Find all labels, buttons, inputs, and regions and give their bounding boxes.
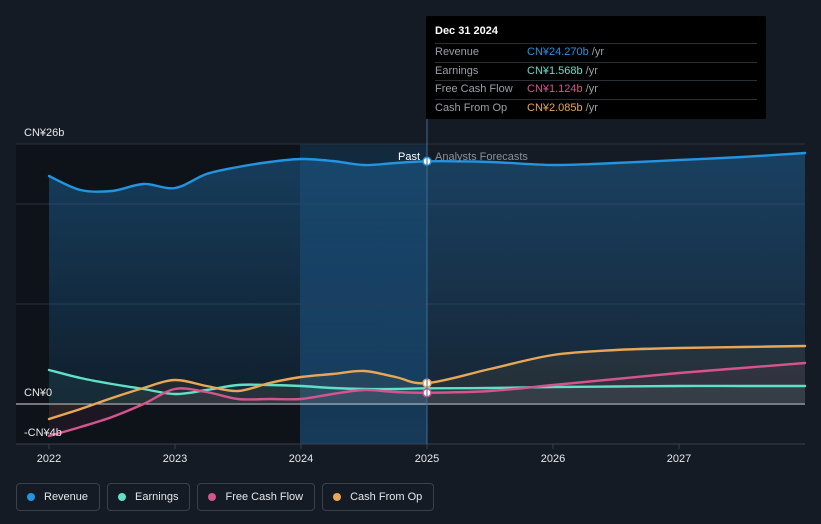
tooltip-row-revenue: Revenue CN¥24.270b/yr	[435, 43, 757, 62]
tooltip-row-value: CN¥1.124b	[527, 83, 583, 95]
legend-label: Earnings	[135, 491, 179, 503]
legend-dot-icon	[118, 493, 127, 501]
tooltip-row-unit: /yr	[591, 46, 605, 58]
tooltip-row-cash-from-op: Cash From Op CN¥2.085b/yr	[435, 98, 757, 118]
y-label-top: CN¥26b	[24, 127, 64, 139]
x-tick-label: 2026	[541, 453, 565, 465]
x-tick-label: 2024	[289, 453, 313, 465]
legend-item-free-cash-flow[interactable]: Free Cash Flow	[197, 483, 316, 511]
tooltip-row-name: Revenue	[435, 46, 480, 58]
tooltip-row-unit: /yr	[585, 83, 598, 95]
legend-label: Revenue	[44, 491, 89, 503]
tooltip-row-free-cash-flow: Free Cash Flow CN¥1.124b/yr	[435, 80, 757, 99]
tooltip-row-value: CN¥1.568b	[527, 64, 583, 77]
x-tick-label: 2022	[37, 453, 61, 465]
y-label-bottom: -CN¥4b	[24, 427, 62, 439]
x-tick-label: 2025	[415, 453, 439, 465]
y-label-zero: CN¥0	[24, 387, 52, 399]
past-label: Past	[398, 151, 420, 163]
cash-from-op-line	[47, 344, 807, 421]
legend-dot-icon	[208, 493, 217, 501]
tooltip-row-value: CN¥24.270b	[527, 46, 589, 58]
tooltip-date: Dec 31 2024	[435, 25, 498, 37]
tooltip: Dec 31 2024 Revenue CN¥24.270b/yr Earnings…	[426, 16, 766, 119]
free-cash-flow-line	[47, 361, 807, 438]
forecast-label: Analysts Forecasts	[435, 151, 528, 163]
tooltip-row-value: CN¥2.085b	[527, 101, 583, 114]
tooltip-row-unit: /yr	[585, 101, 598, 114]
tooltip-row-name: Free Cash Flow	[435, 83, 513, 95]
x-tick-label: 2023	[163, 453, 187, 465]
tooltip-row-name: Cash From Op	[435, 101, 508, 114]
legend-label: Free Cash Flow	[225, 491, 304, 503]
legend-item-cash-from-op[interactable]: Cash From Op	[322, 483, 435, 511]
tooltip-row-earnings: Earnings CN¥1.568b/yr	[435, 61, 757, 81]
earnings-area	[49, 370, 805, 404]
legend-dot-icon	[333, 493, 342, 501]
legend-item-revenue[interactable]: Revenue	[16, 483, 101, 511]
legend-item-earnings[interactable]: Earnings	[107, 483, 191, 511]
cash-from-op-area	[49, 346, 805, 419]
legend: Revenue Earnings Free Cash Flow Cash From O…	[16, 483, 435, 511]
legend-label: Cash From Op	[350, 491, 423, 503]
legend-dot-icon	[27, 493, 35, 501]
tooltip-row-name: Earnings	[435, 64, 479, 77]
revenue-line	[47, 151, 807, 194]
tooltip-row-unit: /yr	[585, 64, 598, 77]
x-tick-label: 2027	[667, 453, 691, 465]
